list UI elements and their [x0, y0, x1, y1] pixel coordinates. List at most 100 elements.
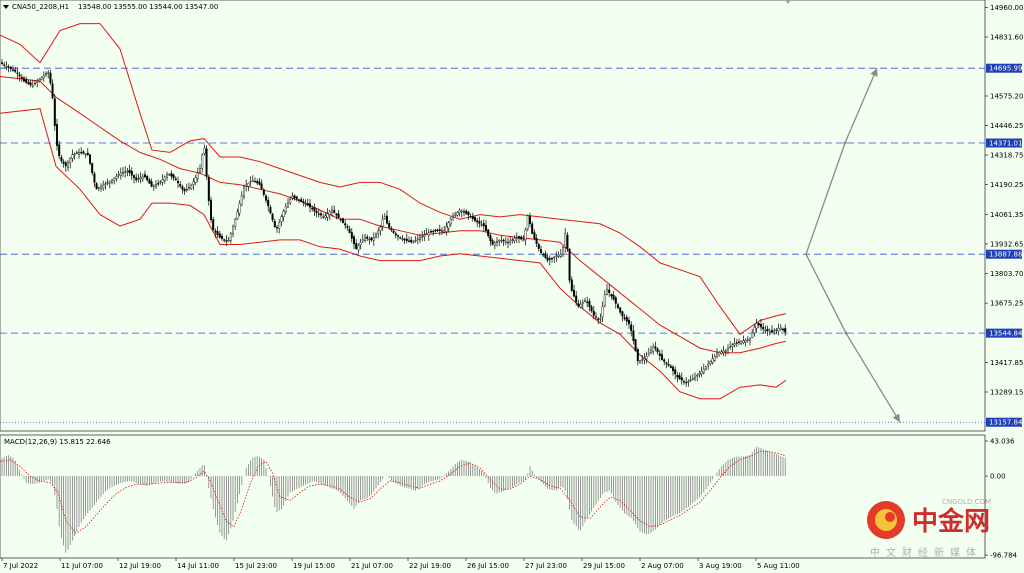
candle-body-88: [194, 177, 197, 183]
level-tag-0: [986, 63, 1022, 73]
candle-body-188: [414, 239, 417, 242]
candle-body-23: [51, 83, 54, 99]
candle-body-282: [621, 311, 624, 317]
level-tag-label-1: 14371.01: [989, 140, 1022, 148]
candle-body-325: [716, 353, 719, 357]
candle-body-350: [771, 330, 774, 333]
candle-body-24: [53, 98, 56, 126]
candle-body-151: [333, 210, 336, 213]
candle-body-29: [64, 162, 67, 167]
candle-body-193: [425, 233, 428, 235]
candle-body-199: [438, 229, 441, 231]
candle-body-59: [130, 170, 133, 176]
candle-body-277: [610, 294, 613, 297]
candle-body-330: [727, 348, 730, 351]
candle-body-257: [566, 234, 569, 249]
candle-body-338: [744, 339, 747, 343]
candle-body-197: [434, 229, 437, 232]
candle-body-152: [335, 213, 338, 216]
candle-body-37: [82, 151, 85, 154]
time-tick-label-6: 21 Jul 07:00: [351, 562, 393, 570]
candle-body-50: [110, 179, 113, 183]
time-tick-label-8: 26 Jul 15:00: [467, 562, 509, 570]
price-tick-label-5: 14190.25: [990, 181, 1023, 189]
candle-body-12: [27, 82, 30, 84]
candle-body-83: [183, 189, 186, 192]
candle-body-120: [265, 195, 268, 201]
bb-middle-line: [0, 76, 787, 354]
candle-body-178: [392, 230, 395, 233]
candle-body-47: [104, 183, 107, 185]
candle-body-305: [672, 366, 675, 372]
candle-body-295: [650, 349, 653, 353]
candle-body-258: [568, 249, 571, 281]
shift-marker-icon[interactable]: [785, 0, 791, 4]
bb-lower-line: [0, 108, 787, 400]
candle-body-345: [760, 324, 763, 328]
candle-body-19: [42, 75, 45, 78]
watermark-logo-core-icon: [885, 512, 895, 522]
candle-body-51: [113, 177, 116, 181]
candle-body-127: [280, 216, 283, 223]
candle-body-10: [23, 77, 26, 82]
candle-body-184: [405, 238, 408, 241]
candle-body-64: [141, 175, 144, 180]
candle-body-337: [742, 340, 745, 344]
candle-body-103: [227, 240, 230, 242]
macd-tick-label-1: 0.00: [990, 473, 1006, 481]
candle-body-314: [691, 378, 694, 380]
candle-body-85: [187, 187, 190, 189]
candle-body-279: [614, 297, 617, 304]
candle-body-328: [722, 350, 725, 353]
candle-body-9: [20, 76, 23, 79]
watermark-title: 中金网: [912, 506, 990, 537]
candle-body-216: [476, 220, 479, 223]
symbol-info: CNA50_2208,H1: [12, 3, 69, 11]
candle-body-260: [573, 289, 576, 297]
level-tag-label-0: 14695.99: [989, 65, 1022, 73]
candle-body-40: [88, 154, 91, 164]
candle-body-278: [612, 294, 615, 300]
candle-body-31: [69, 157, 72, 163]
candle-body-281: [619, 307, 622, 313]
candle-body-318: [700, 371, 703, 374]
candle-body-4: [9, 66, 12, 70]
candle-body-247: [544, 253, 547, 258]
candle-body-315: [694, 376, 697, 380]
time-tick-label-4: 15 Jul 23:00: [235, 562, 277, 570]
candle-body-312: [687, 381, 690, 383]
candle-body-177: [390, 228, 393, 231]
candle-body-87: [192, 181, 195, 185]
candle-body-215: [474, 217, 477, 221]
candle-body-220: [485, 225, 488, 231]
collapse-triangle-icon[interactable]: [3, 5, 9, 9]
candle-body-306: [674, 369, 677, 375]
candle-body-92: [203, 148, 206, 154]
candle-body-96: [212, 219, 215, 230]
candle-body-249: [548, 258, 551, 260]
candle-body-267: [588, 300, 591, 307]
price-tick-label-0: 14960.00: [990, 4, 1023, 12]
candle-body-30: [66, 162, 69, 168]
candle-body-122: [269, 207, 272, 214]
candle-body-145: [320, 213, 323, 216]
price-axis: 14960.00 14831.60 14575.20 14446.25 14318.75…: [985, 4, 1023, 397]
cngold-watermark: 中金网 CNGOLD.COM 中文财经新媒体: [867, 498, 991, 559]
candle-body-327: [720, 351, 723, 354]
candle-body-111: [245, 184, 248, 187]
candle-body-301: [663, 359, 666, 362]
level-tag-3: [986, 328, 1022, 338]
candle-body-322: [709, 361, 712, 364]
time-tick-label-2: 12 Jul 19:00: [119, 562, 161, 570]
candle-body-39: [86, 152, 89, 155]
candle-body-65: [143, 174, 146, 178]
candle-body-230: [507, 242, 510, 244]
macd-panel: [0, 434, 986, 559]
candle-body-20: [45, 73, 48, 75]
candle-body-310: [683, 381, 686, 383]
candle-body-139: [306, 203, 309, 206]
candle-body-124: [273, 220, 276, 228]
time-axis: 7 Jul 2022 11 Jul 07:00 12 Jul 19:00 14 Jul…: [1, 558, 800, 570]
candle-body-250: [551, 258, 554, 260]
